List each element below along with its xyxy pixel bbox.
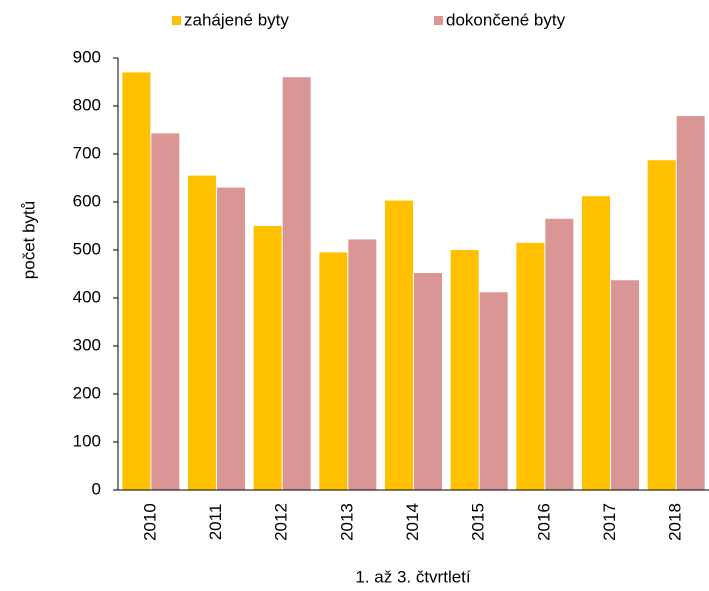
legend-swatch <box>172 16 181 25</box>
bar <box>611 280 639 490</box>
bar <box>319 252 348 490</box>
legend-label: dokončené byty <box>446 10 566 29</box>
x-tick-label: 2011 <box>206 504 225 541</box>
x-tick-label: 2012 <box>272 503 291 541</box>
bar <box>348 239 377 490</box>
y-tick-label: 800 <box>73 95 101 114</box>
y-tick-label: 300 <box>73 335 101 354</box>
y-tick-label: 100 <box>73 431 101 450</box>
bar <box>479 292 508 490</box>
y-tick-label: 0 <box>92 479 101 498</box>
legend-swatch <box>434 16 443 25</box>
bar <box>545 218 574 491</box>
bar <box>676 116 705 490</box>
bar <box>385 200 413 490</box>
x-tick-label: 2015 <box>469 503 488 541</box>
bar <box>217 187 245 490</box>
x-tick-label: 2017 <box>600 503 619 541</box>
y-tick-label: 200 <box>73 383 101 402</box>
bar <box>647 160 676 491</box>
x-tick-label: 2014 <box>403 503 422 541</box>
y-tick-label: 700 <box>73 143 101 162</box>
y-tick-label: 900 <box>73 47 101 66</box>
bar <box>414 273 442 490</box>
legend-label: zahájené byty <box>184 10 289 29</box>
bar <box>188 175 216 490</box>
bar <box>450 250 479 490</box>
x-tick-label: 2010 <box>140 503 159 541</box>
bar <box>582 196 610 491</box>
x-tick-label: 2013 <box>337 503 356 541</box>
bar <box>516 242 545 490</box>
y-tick-label: 400 <box>73 287 101 306</box>
bar <box>151 133 180 491</box>
x-axis-title: 1. až 3. čtvrtletí <box>355 567 471 586</box>
x-tick-label: 2018 <box>666 503 685 541</box>
y-axis-title: počet bytů <box>19 201 38 279</box>
y-tick-label: 600 <box>73 191 101 210</box>
bar <box>122 72 151 491</box>
bar <box>282 77 311 490</box>
y-tick-label: 500 <box>73 239 101 258</box>
bar <box>253 226 282 490</box>
x-tick-label: 2016 <box>534 503 553 541</box>
